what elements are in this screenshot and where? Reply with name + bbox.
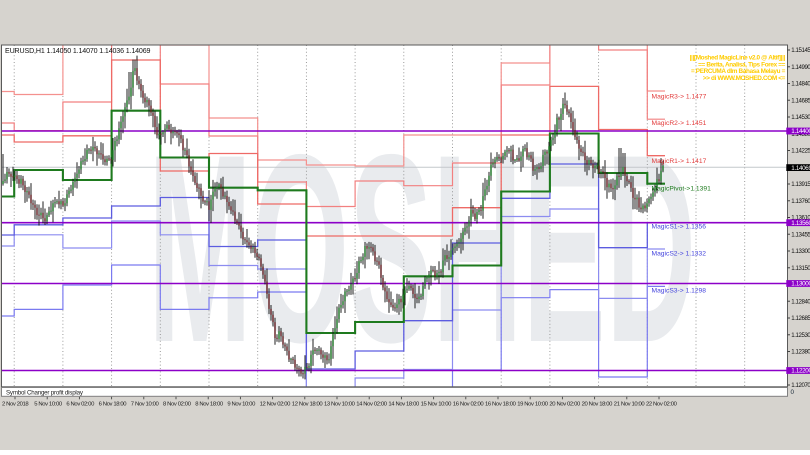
svg-text:21 Nov 10:00: 21 Nov 10:00 [614, 402, 646, 408]
svg-text:1.12530: 1.12530 [791, 332, 810, 339]
svg-text:MagicS3-> 1.1298: MagicS3-> 1.1298 [652, 288, 707, 295]
svg-text:12 Nov 02:00: 12 Nov 02:00 [260, 402, 292, 408]
svg-text:7 Nov 10:00: 7 Nov 10:00 [131, 402, 160, 408]
svg-text:MagicS1-> 1.1356: MagicS1-> 1.1356 [652, 224, 707, 231]
svg-text:6 Nov 02:00: 6 Nov 02:00 [66, 402, 95, 408]
svg-text:20 Nov 02:00: 20 Nov 02:00 [549, 402, 581, 408]
svg-text:1.12840: 1.12840 [791, 298, 810, 305]
svg-text:>> di WWW.MOSHED.COM <=: >> di WWW.MOSHED.COM <= [703, 75, 786, 82]
svg-text:|||[Moshed MagicLine v2.0 @ Al: |||[Moshed MagicLine v2.0 @ Altif]||| [690, 55, 786, 62]
svg-text:1.14840: 1.14840 [791, 81, 810, 88]
svg-text:MagicR2-> 1.1451: MagicR2-> 1.1451 [652, 120, 707, 127]
svg-text:MagicS2-> 1.1332: MagicS2-> 1.1332 [652, 251, 707, 258]
svg-text:16 Nov 18:00: 16 Nov 18:00 [485, 402, 517, 408]
svg-text:1.14225: 1.14225 [791, 148, 810, 155]
svg-text:2 Nov 2018: 2 Nov 2018 [2, 402, 29, 408]
svg-text:14 Nov 18:00: 14 Nov 18:00 [388, 402, 420, 408]
svg-text:19 Nov 10:00: 19 Nov 10:00 [517, 402, 549, 408]
svg-text:1.14530: 1.14530 [791, 114, 810, 121]
svg-text:0: 0 [791, 389, 795, 396]
svg-text:22 Nov 02:00: 22 Nov 02:00 [646, 402, 678, 408]
svg-text:1.13150: 1.13150 [791, 265, 810, 272]
svg-text:MagicPivot->1.1391: MagicPivot->1.1391 [652, 186, 712, 193]
svg-text:6 Nov 18:00: 6 Nov 18:00 [99, 402, 128, 408]
svg-text:14 Nov 02:00: 14 Nov 02:00 [356, 402, 388, 408]
svg-text:13 Nov 10:00: 13 Nov 10:00 [324, 402, 356, 408]
svg-text:MagicR3-> 1.1477: MagicR3-> 1.1477 [652, 94, 707, 101]
svg-text:1.14990: 1.14990 [791, 64, 810, 71]
svg-text:16 Nov 02:00: 16 Nov 02:00 [453, 402, 485, 408]
svg-text:1.15145: 1.15145 [791, 47, 810, 54]
svg-text:1.13610: 1.13610 [791, 215, 810, 222]
svg-text:1.14400: 1.14400 [791, 128, 810, 135]
svg-text:MagicR1-> 1.1417: MagicR1-> 1.1417 [652, 158, 707, 165]
svg-text:1.12070: 1.12070 [791, 382, 810, 389]
svg-text:EURUSD,H1 1.14050 1.14070 1.14: EURUSD,H1 1.14050 1.14070 1.14036 1.1406… [5, 47, 151, 55]
svg-text:Symbol Changer profit display: Symbol Changer profit display [6, 389, 84, 396]
svg-text:15 Nov 10:00: 15 Nov 10:00 [421, 402, 453, 408]
svg-text:1.14685: 1.14685 [791, 98, 810, 105]
svg-text:1.13915: 1.13915 [791, 181, 810, 188]
svg-text:9 Nov 10:00: 9 Nov 10:00 [227, 402, 256, 408]
svg-text:1.12200: 1.12200 [791, 368, 810, 375]
svg-text:1.14069: 1.14069 [791, 165, 810, 172]
svg-text:8 Nov 02:00: 8 Nov 02:00 [163, 402, 192, 408]
svg-text:1.13760: 1.13760 [791, 198, 810, 205]
svg-text:1.12685: 1.12685 [791, 315, 810, 322]
svg-text:MOSHED: MOSHED [148, 100, 696, 399]
svg-text:1.13300: 1.13300 [791, 248, 810, 255]
svg-text:1.13560: 1.13560 [791, 220, 810, 227]
svg-text:5 Nov 10:00: 5 Nov 10:00 [34, 402, 63, 408]
svg-text:1.13000: 1.13000 [791, 281, 810, 288]
svg-text:1.12380: 1.12380 [791, 349, 810, 356]
svg-text:8 Nov 18:00: 8 Nov 18:00 [195, 402, 224, 408]
svg-text:= PERCUMA dlm Bahasa Melayu =: = PERCUMA dlm Bahasa Melayu = [691, 68, 786, 75]
svg-text:== Berita, Analisa, Tips Forex: == Berita, Analisa, Tips Forex == [698, 61, 785, 68]
svg-text:12 Nov 18:00: 12 Nov 18:00 [292, 402, 324, 408]
svg-text:20 Nov 18:00: 20 Nov 18:00 [582, 402, 614, 408]
svg-text:1.13455: 1.13455 [791, 231, 810, 238]
